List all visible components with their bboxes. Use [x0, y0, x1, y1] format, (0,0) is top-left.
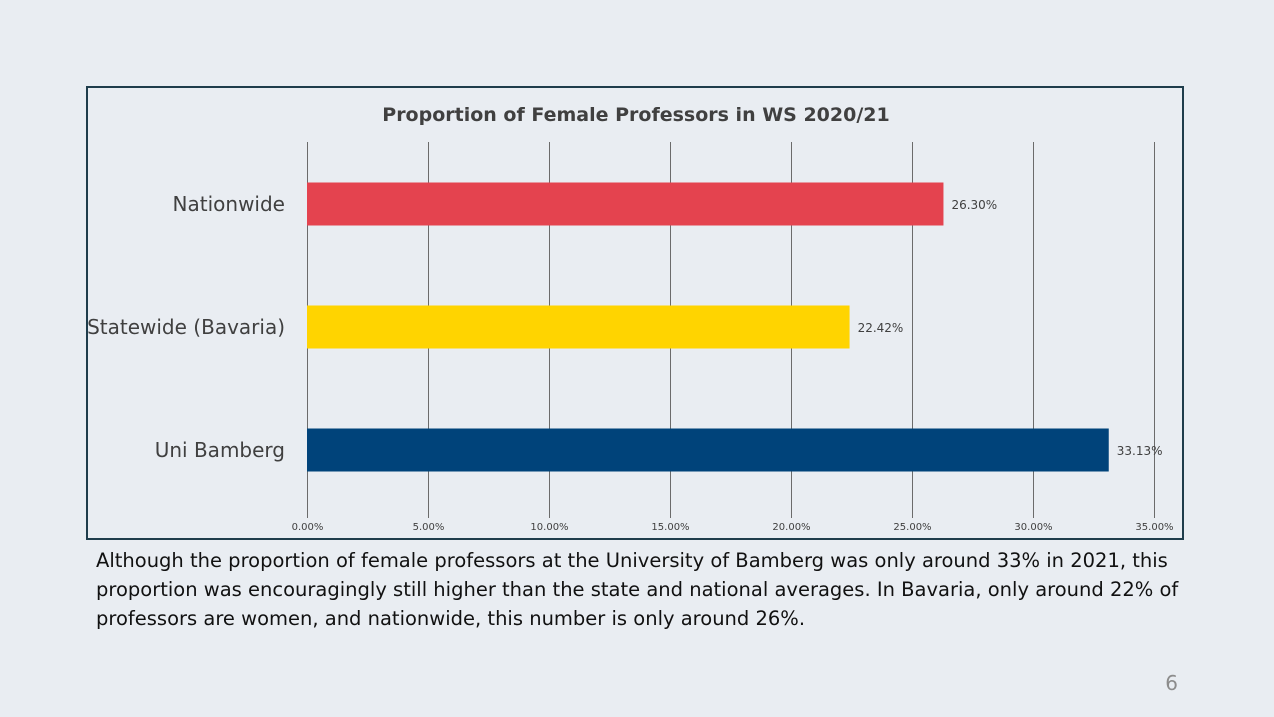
bar [307, 182, 944, 226]
category-label: Uni Bamberg [155, 438, 285, 462]
x-tick-labels: 0.00% 5.00% 10.00% 15.00% 20.00% 25.00% 30.00%… [292, 522, 1174, 533]
data-label: 22.42% [858, 321, 904, 335]
slide-caption: Although the proportion of female profes… [96, 549, 1179, 630]
bar [307, 428, 1109, 472]
chart-frame: Proportion of Female Professors in WS 20… [86, 86, 1184, 540]
bar [307, 305, 850, 349]
bars [307, 182, 1109, 472]
data-labels: 26.30% 22.42% 33.13% [858, 198, 1163, 458]
x-tick-label: 5.00% [413, 522, 445, 533]
page-number: 6 [1165, 671, 1178, 695]
x-tick-label: 0.00% [292, 522, 324, 533]
category-labels: Nationwide Statewide (Bavaria) Uni Bamberg [88, 192, 285, 462]
x-tick-label: 15.00% [651, 522, 689, 533]
category-label: Statewide (Bavaria) [88, 315, 285, 339]
x-tick-label: 20.00% [772, 522, 810, 533]
x-tick-label: 25.00% [893, 522, 931, 533]
x-tick-label: 35.00% [1135, 522, 1173, 533]
x-tick-label: 30.00% [1014, 522, 1052, 533]
x-tick-label: 10.00% [530, 522, 568, 533]
bar-chart: Proportion of Female Professors in WS 20… [88, 104, 1174, 533]
chart-title: Proportion of Female Professors in WS 20… [382, 104, 889, 126]
data-label: 26.30% [951, 198, 997, 212]
category-label: Nationwide [173, 192, 285, 216]
data-label: 33.13% [1117, 444, 1163, 458]
